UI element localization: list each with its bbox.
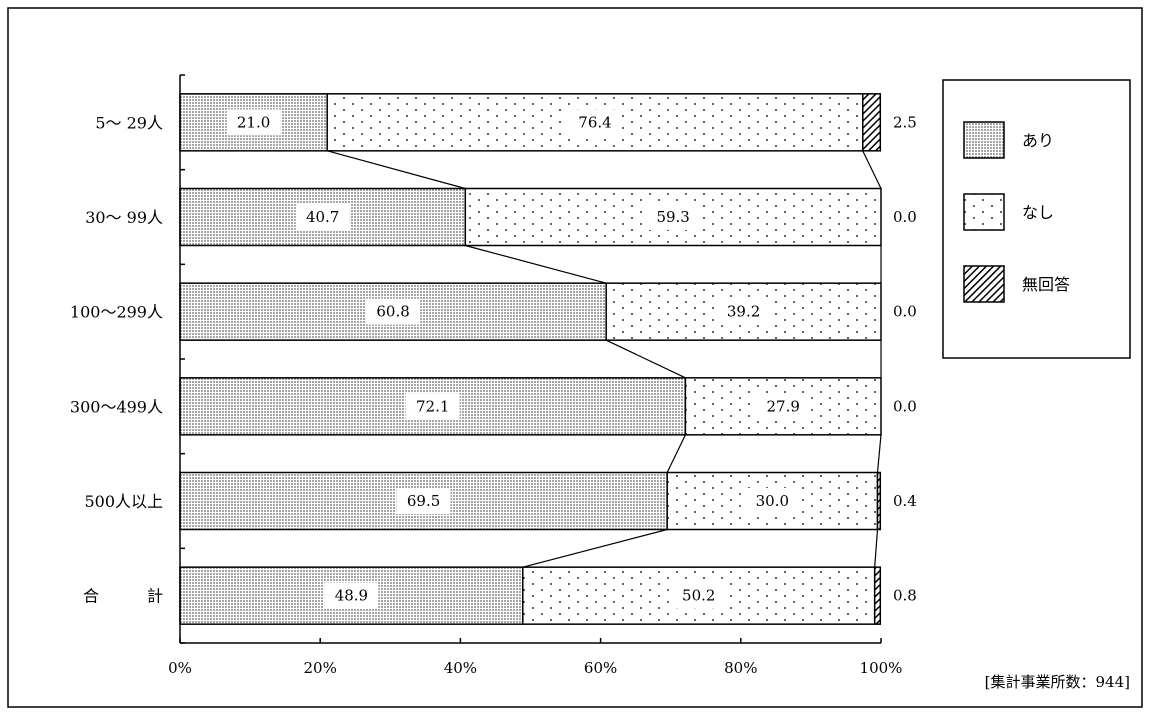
data-label-2-row-1: 76.4 <box>578 113 611 131</box>
x-tick-label-5: 100% <box>860 659 903 677</box>
bar-segment-3-row-6 <box>873 566 882 625</box>
legend-label-2: なし <box>1022 203 1054 222</box>
category-label-2: 30～ 99人 <box>85 208 163 227</box>
category-label-5: 500人以上 <box>84 492 163 511</box>
data-label-3-row-4: 0.0 <box>893 397 917 415</box>
bar-segment-3-row-5 <box>876 471 882 531</box>
data-label-1-row-1: 21.0 <box>237 113 270 131</box>
data-label-bg-1-row-1 <box>226 109 281 136</box>
legend-swatch-3 <box>963 265 1005 303</box>
x-tick-label-2: 40% <box>444 659 477 677</box>
data-label-2-row-4: 27.9 <box>767 397 800 415</box>
data-label-bg-2-row-3 <box>716 298 771 325</box>
data-label-bg-2-row-2 <box>646 204 701 230</box>
connector-2-row-1 <box>862 150 882 189</box>
outer-frame <box>7 7 1143 708</box>
bars <box>179 93 882 625</box>
data-label-3-row-2: 0.0 <box>893 208 917 226</box>
connector-2-row-4 <box>876 434 882 473</box>
data-label-2-row-5: 30.0 <box>756 492 789 510</box>
data-label-bg-1-row-5 <box>396 488 451 514</box>
data-label-bg-2-row-4 <box>756 393 811 420</box>
data-label-bg-1-row-2 <box>295 204 350 230</box>
data-label-bg-2-row-1 <box>567 109 622 136</box>
x-tick-label-1: 20% <box>304 659 337 677</box>
data-label-1-row-2: 40.7 <box>306 208 339 226</box>
data-label-3-row-6: 0.8 <box>893 587 917 605</box>
connector-1-row-3 <box>605 339 686 379</box>
data-label-bg-1-row-6 <box>324 582 379 609</box>
connector-1-row-4 <box>666 434 686 473</box>
connector-1-row-5 <box>522 528 668 568</box>
legend-swatch-2 <box>963 193 1005 231</box>
data-label-bg-2-row-6 <box>671 582 726 609</box>
bar-segment-3-row-1 <box>862 93 882 152</box>
x-tick-label-4: 80% <box>724 659 757 677</box>
sample-size-note: [集計事業所数：944] <box>985 673 1130 691</box>
data-label-1-row-6: 48.9 <box>335 587 368 605</box>
category-label-1: 5～ 29人 <box>95 113 163 132</box>
data-label-2-row-6: 50.2 <box>682 587 715 605</box>
data-label-2-row-2: 59.3 <box>656 208 689 226</box>
legend-label-3: 無回答 <box>1022 275 1070 294</box>
connector-1-row-1 <box>327 150 466 190</box>
legend-swatch-1 <box>963 121 1005 159</box>
category-label-3: 100～299人 <box>70 303 163 322</box>
data-label-3-row-1: 2.5 <box>893 113 917 131</box>
data-labels: 5～ 29人 21.0 76.4 2.5 30～ 99人 40.7 59.3 0.0 100～2… <box>70 109 917 609</box>
axes: 0% 20% 40% 60% 80% 100% <box>168 74 903 677</box>
x-tick-label-0: 0% <box>168 659 192 677</box>
connector-1-row-2 <box>465 244 607 284</box>
connector-lines <box>327 150 882 568</box>
category-label-4: 300～499人 <box>70 397 163 416</box>
legend-label-1: あり <box>1022 131 1054 150</box>
data-label-2-row-3: 39.2 <box>727 303 760 321</box>
data-label-3-row-3: 0.0 <box>893 303 917 321</box>
data-label-1-row-3: 60.8 <box>376 303 409 321</box>
data-label-bg-2-row-5 <box>745 488 800 514</box>
x-tick-label-3: 60% <box>584 659 617 677</box>
data-label-3-row-5: 0.4 <box>893 492 917 510</box>
data-label-1-row-4: 72.1 <box>416 397 449 415</box>
connector-2-row-5 <box>874 529 879 568</box>
data-label-bg-1-row-3 <box>366 298 421 325</box>
data-label-bg-1-row-4 <box>405 393 460 420</box>
data-label-1-row-5: 69.5 <box>407 492 440 510</box>
category-label-6: 合 計 <box>83 587 163 606</box>
